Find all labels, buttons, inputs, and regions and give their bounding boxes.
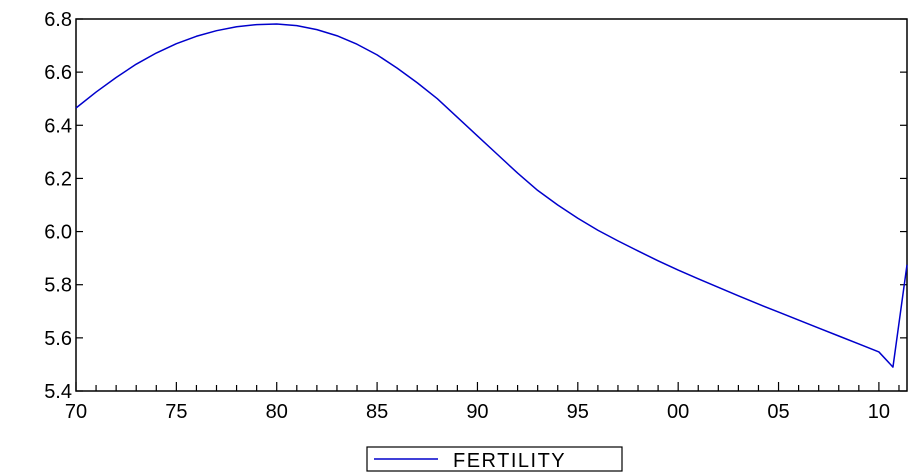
x-tick-label: 00 bbox=[667, 401, 689, 423]
y-tick-label: 6.4 bbox=[44, 115, 72, 137]
y-tick-label: 6.0 bbox=[44, 222, 72, 244]
x-tick-label: 10 bbox=[868, 401, 890, 423]
x-axis: 70 75 80 85 90 95 00 05 10 bbox=[65, 382, 900, 423]
y-axis: 5.4 5.6 5.8 6.0 6.2 6.4 6.6 6.8 bbox=[44, 9, 907, 403]
x-tick-label: 75 bbox=[165, 401, 187, 423]
y-tick-label: 6.8 bbox=[44, 9, 72, 31]
series-layer bbox=[75, 23, 908, 368]
legend-label: FERTILITY bbox=[453, 450, 566, 472]
y-tick-label: 5.8 bbox=[44, 275, 72, 297]
x-tick-label: 85 bbox=[366, 401, 388, 423]
y-tick-label: 6.2 bbox=[44, 168, 72, 190]
y-tick-label: 6.6 bbox=[44, 62, 72, 84]
x-tick-label: 05 bbox=[767, 401, 789, 423]
x-tick-label: 80 bbox=[266, 401, 288, 423]
series-line-fertility bbox=[75, 23, 908, 368]
x-tick-label: 95 bbox=[567, 401, 589, 423]
x-tick-label: 90 bbox=[466, 401, 488, 423]
legend: FERTILITY bbox=[366, 446, 623, 472]
plot-frame bbox=[75, 18, 908, 392]
plot-border bbox=[75, 18, 908, 392]
y-tick-label: 5.4 bbox=[44, 381, 72, 403]
x-tick-label: 70 bbox=[65, 401, 87, 423]
y-tick-label: 5.6 bbox=[44, 328, 72, 350]
